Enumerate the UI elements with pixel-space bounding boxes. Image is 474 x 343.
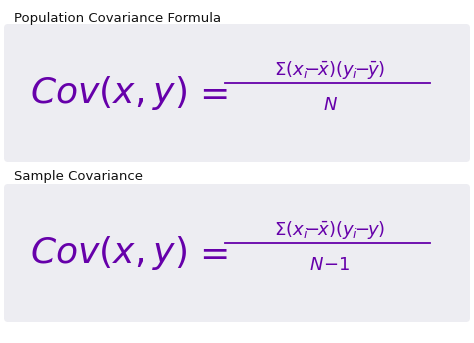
Text: $N\!-\!1$: $N\!-\!1$ [309, 256, 351, 274]
FancyBboxPatch shape [4, 184, 470, 322]
Text: $\mathit{Cov(x,y)}$: $\mathit{Cov(x,y)}$ [29, 234, 186, 272]
Text: $N$: $N$ [322, 96, 337, 114]
Text: $\mathit{Cov(x,y)}$: $\mathit{Cov(x,y)}$ [29, 74, 186, 112]
Text: $\Sigma(x_i\!\!-\!\!\bar{x})(y_i\!\!-\!\!y)$: $\Sigma(x_i\!\!-\!\!\bar{x})(y_i\!\!-\!\… [274, 219, 386, 241]
Text: $=$: $=$ [192, 76, 228, 110]
FancyBboxPatch shape [4, 24, 470, 162]
Text: $\Sigma(x_i\!\!-\!\!\bar{x})(y_i\!\!-\!\!\bar{y})$: $\Sigma(x_i\!\!-\!\!\bar{x})(y_i\!\!-\!\… [274, 59, 386, 81]
Text: Population Covariance Formula: Population Covariance Formula [14, 12, 221, 25]
Text: $=$: $=$ [192, 236, 228, 270]
Text: Sample Covariance: Sample Covariance [14, 170, 143, 183]
